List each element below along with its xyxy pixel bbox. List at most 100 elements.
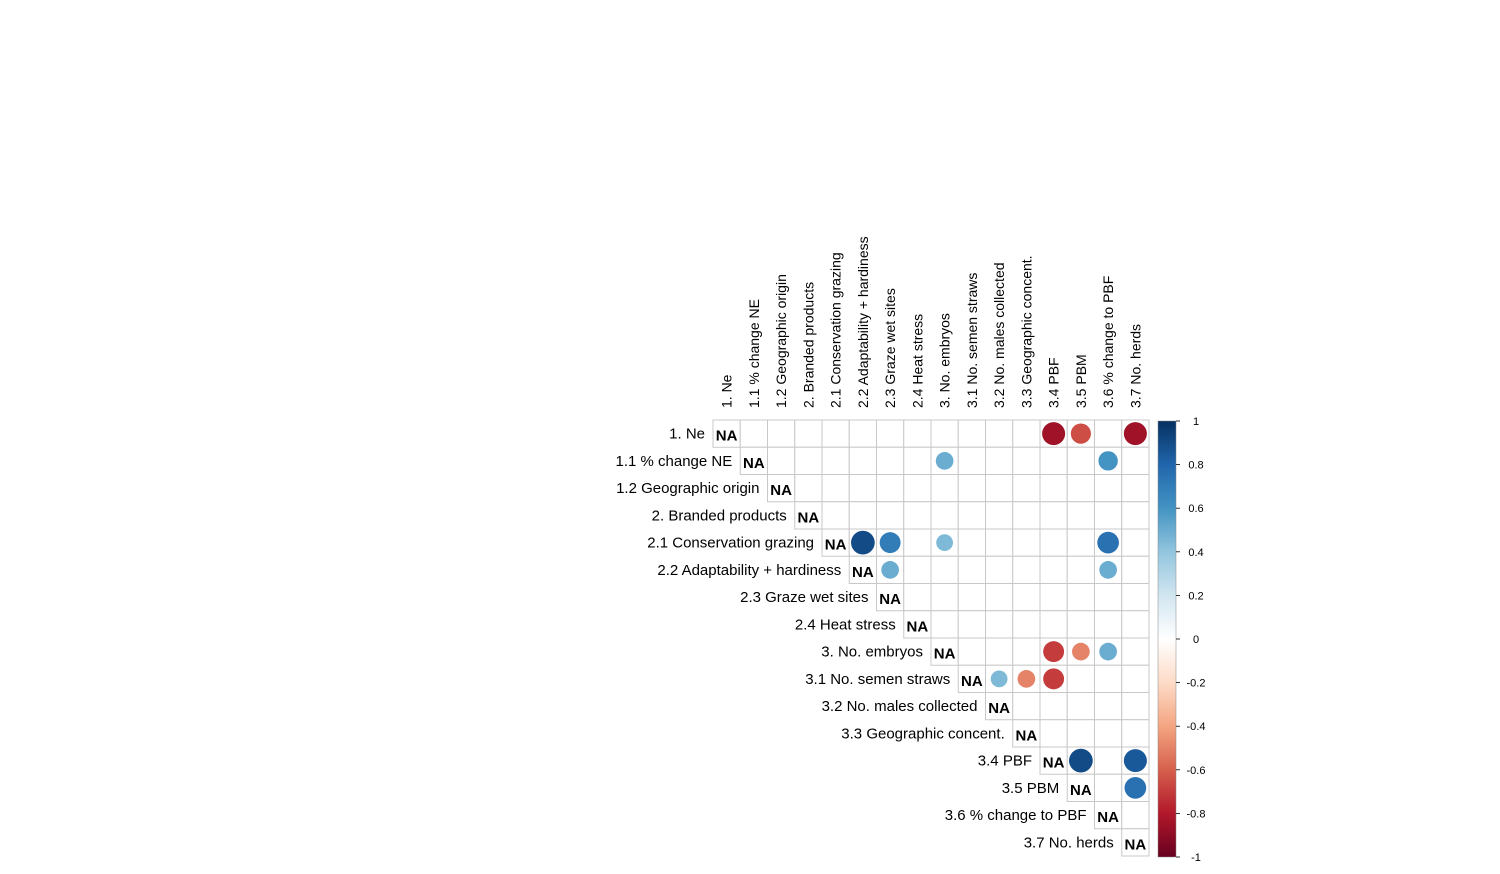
grid-cell — [876, 501, 905, 530]
grid-cell — [1094, 801, 1123, 830]
grid-cell — [1094, 719, 1123, 748]
row-label-2-branded-products: 2. Branded products — [652, 507, 787, 524]
grid-cell — [903, 528, 932, 557]
grid-cell — [903, 501, 932, 530]
grid-cell — [821, 419, 850, 448]
diagonal-na-label: NA — [1016, 727, 1038, 744]
grid-cell — [985, 555, 1014, 584]
diagonal-na-label: NA — [879, 591, 901, 608]
correlation-circle — [851, 530, 875, 555]
grid-cell — [848, 446, 877, 475]
grid-cell — [767, 419, 796, 448]
column-label-3-6-change-to-pbf: 3.6 % change to PBF — [1100, 276, 1116, 408]
grid-cell — [1066, 583, 1095, 612]
correlation-circle — [1124, 777, 1147, 799]
grid-cell — [1012, 637, 1041, 666]
grid-cell — [1012, 474, 1041, 503]
grid-cell — [1066, 446, 1095, 475]
diagonal-na-label: NA — [1070, 782, 1092, 799]
grid-cell — [903, 419, 932, 448]
grid-cell — [985, 474, 1014, 503]
grid-cell — [821, 501, 850, 530]
column-label-1-1-change-ne: 1.1 % change NE — [746, 299, 762, 408]
grid-cell — [1121, 528, 1150, 557]
grid-cell — [739, 419, 768, 448]
grid-cell — [1066, 555, 1095, 584]
colorbar-tick-label: 0.4 — [1188, 547, 1203, 559]
grid-cell — [848, 419, 877, 448]
grid-cell — [985, 610, 1014, 639]
column-label-2-3-graze-wet-sites: 2.3 Graze wet sites — [882, 288, 898, 408]
correlation-circle — [879, 532, 901, 554]
grid-cell — [1039, 528, 1068, 557]
row-label-3-3-geographic-concent: 3.3 Geographic concent. — [841, 725, 1004, 742]
grid-cell — [767, 446, 796, 475]
column-labels: 1. Ne 1.1 % change NE 1.2 Geographic origi… — [719, 236, 1144, 408]
grid-cell — [876, 474, 905, 503]
grid-cell — [1121, 501, 1150, 530]
diagonal-na-label: NA — [743, 455, 765, 472]
colorbar: 1 0.8 0.6 0.4 0.2 0 -0.2 -0.4 -0.6 -0.8 -1 — [1157, 416, 1206, 864]
grid-cell — [930, 474, 959, 503]
correlation-circle — [1042, 422, 1066, 446]
row-label-1-ne: 1. Ne — [669, 426, 705, 443]
correlation-circle — [1043, 641, 1065, 663]
grid-cell — [848, 501, 877, 530]
grid-cell — [1094, 746, 1123, 775]
row-label-2-3-graze-wet-sites: 2.3 Graze wet sites — [740, 589, 868, 606]
grid-cell — [1039, 446, 1068, 475]
grid-cell — [957, 583, 986, 612]
grid-cell — [821, 528, 850, 557]
grid-cell — [1121, 828, 1150, 857]
correlation-circle — [1072, 642, 1090, 661]
column-label-3-2-no-males-collected: 3.2 No. males collected — [991, 262, 1007, 408]
column-label-3-1-no-semen-straws: 3.1 No. semen straws — [964, 273, 980, 408]
grid-cell — [930, 583, 959, 612]
grid-cell — [957, 501, 986, 530]
grid-cell — [985, 637, 1014, 666]
grid-cell — [985, 419, 1014, 448]
diagonal-labels: NA NA NA NA NA NA NA NA NA NA NA NA NA NA NA NA — [716, 428, 1147, 854]
grid-cell — [1121, 801, 1150, 830]
grid-cell — [1121, 474, 1150, 503]
grid-cell — [876, 446, 905, 475]
grid-cell — [712, 419, 741, 448]
grid-cell — [930, 501, 959, 530]
grid-cell — [1066, 528, 1095, 557]
grid-cell — [876, 583, 905, 612]
column-label-3-7-no-herds: 3.7 No. herds — [1127, 324, 1143, 408]
row-label-2-2-adaptability-hardiness: 2.2 Adaptability + hardiness — [657, 562, 841, 579]
grid-cell — [1094, 474, 1123, 503]
diagonal-na-label: NA — [1125, 836, 1147, 853]
column-label-2-branded-products: 2. Branded products — [800, 282, 816, 408]
row-label-1-2-geographic-origin: 1.2 Geographic origin — [616, 480, 759, 497]
diagonal-na-label: NA — [934, 646, 956, 663]
grid-cell — [1012, 719, 1041, 748]
grid-cell — [985, 583, 1014, 612]
diagonal-na-label: NA — [852, 564, 874, 581]
column-label-3-4-pbf: 3.4 PBF — [1046, 357, 1062, 408]
grid-cell — [1094, 773, 1123, 802]
grid-cell — [1094, 583, 1123, 612]
grid-cell — [876, 419, 905, 448]
grid-cell — [1121, 446, 1150, 475]
correlation-circle — [881, 561, 899, 579]
colorbar-tick-label: -0.2 — [1187, 678, 1206, 690]
grid-cell — [957, 637, 986, 666]
row-label-3-6-change-to-pbf: 3.6 % change to PBF — [945, 807, 1087, 824]
grid-cell — [985, 501, 1014, 530]
correlation-circle — [1097, 531, 1119, 554]
grid-cell — [1039, 746, 1068, 775]
colorbar-tick-label: 1 — [1193, 416, 1199, 428]
grid-cell — [903, 610, 932, 639]
grid-cell — [1066, 692, 1095, 721]
grid-cell — [1094, 664, 1123, 693]
grid-cell — [794, 474, 823, 503]
column-label-2-1-conservation-grazing: 2.1 Conservation grazing — [828, 252, 844, 408]
grid-cell — [1012, 610, 1041, 639]
grid-cell — [903, 583, 932, 612]
grid-cell — [1066, 501, 1095, 530]
column-label-3-no-embryos: 3. No. embryos — [937, 313, 953, 408]
grid-cell — [903, 446, 932, 475]
